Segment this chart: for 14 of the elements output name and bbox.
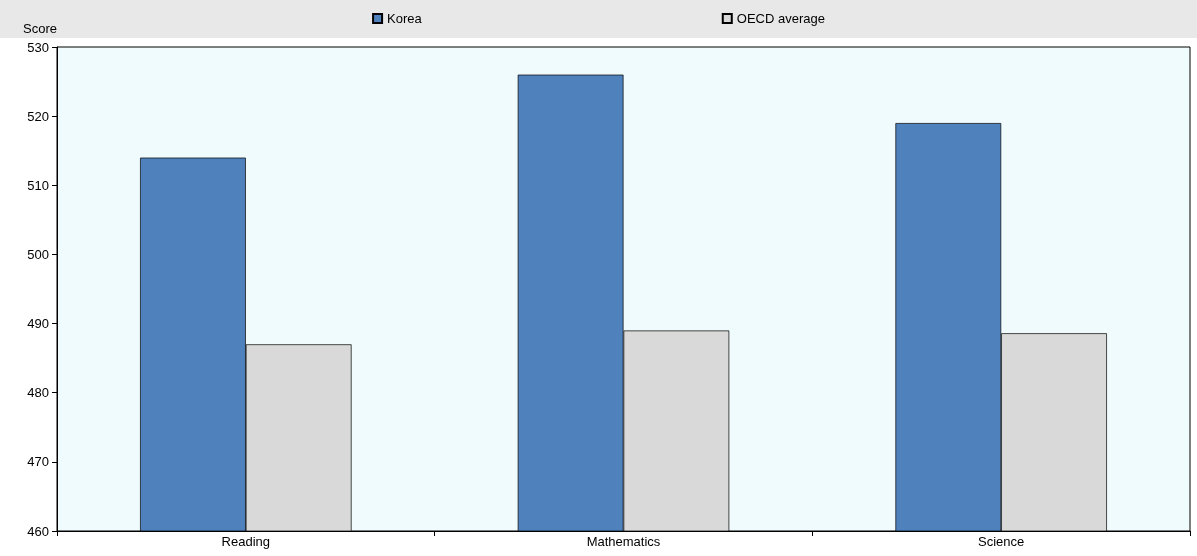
legend-label: OECD average [736, 11, 825, 26]
y-axis-title: Score [23, 21, 57, 36]
x-tick-label: Science [978, 534, 1025, 549]
y-tick-label: 460 [27, 523, 49, 539]
legend-label: Korea [387, 11, 423, 26]
y-tick-label: 490 [27, 316, 49, 332]
x-tick-label: Mathematics [586, 534, 661, 549]
y-tick-label: 480 [27, 385, 49, 401]
y-tick-label: 510 [27, 177, 49, 193]
y-tick-label: 520 [27, 108, 49, 124]
y-tick-label: 470 [27, 454, 49, 470]
y-tick-label: 500 [27, 246, 49, 262]
y-tick-label: 530 [27, 39, 49, 55]
x-tick-label: Reading [221, 534, 271, 549]
